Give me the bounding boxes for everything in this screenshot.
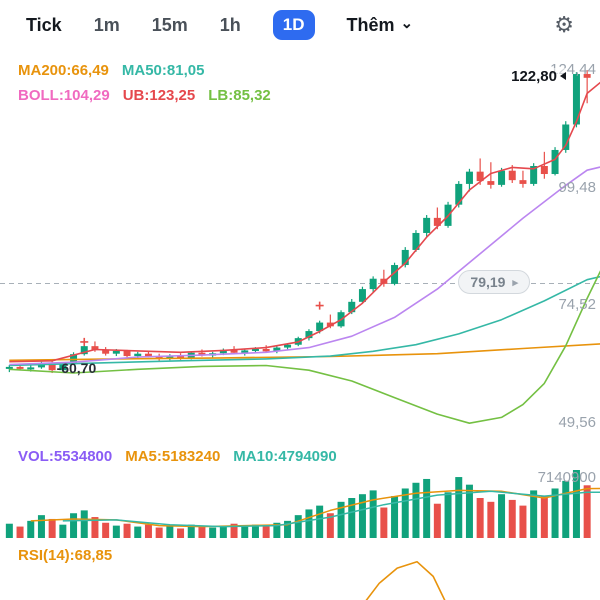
vol-ma10-value: MA10:4794090 (233, 448, 337, 465)
current-price-label: 122,80 (511, 67, 566, 85)
tab-1h[interactable]: 1h (219, 14, 241, 35)
lb-value: LB:85,32 (208, 87, 271, 104)
rsi-value: RSI(14):68,85 (18, 547, 113, 564)
axis-label-2: 74,52 (558, 296, 596, 314)
vol-ma5-value: MA5:5183240 (125, 448, 221, 465)
volume-indicator-row: VOL:5534800 MA5:5183240 MA10:4794090 (18, 448, 337, 465)
ma-indicator-row: MA200:66,49 MA50:81,05 (18, 62, 204, 79)
axis-label-3: 49,56 (558, 414, 596, 432)
ma50-value: MA50:81,05 (121, 62, 205, 79)
price-annotation: -60,70 (56, 359, 97, 376)
timeframe-toolbar: Tick 1m 15m 1h 1D Thêm ⌄ ⚙ (0, 0, 600, 48)
axis-label-1: 99,48 (558, 178, 596, 196)
vol-value: VOL:5534800 (18, 448, 113, 465)
ma200-value: MA200:66,49 (18, 62, 109, 79)
tab-tick[interactable]: Tick (26, 14, 62, 35)
price-pointer-icon (560, 72, 566, 81)
more-label: Thêm (346, 14, 395, 35)
rsi-indicator-row: RSI(14):68,85 (18, 547, 112, 564)
tab-1d[interactable]: 1D (272, 10, 315, 40)
ub-value: UB:123,25 (122, 87, 196, 104)
settings-gear-icon[interactable]: ⚙ (554, 12, 574, 37)
tab-15m[interactable]: 15m (151, 14, 188, 35)
tab-1m[interactable]: 1m (93, 14, 120, 35)
level-badge[interactable]: 79,19 ▸ (458, 270, 530, 295)
volume-peak-label: 7140900 (537, 469, 596, 486)
level-badge-text: 79,19 (470, 274, 506, 291)
chevron-down-icon: ⌄ (400, 15, 414, 32)
boll-indicator-row: BOLL:104,29 UB:123,25 LB:85,32 (18, 87, 271, 104)
current-price-text: 122,80 (511, 67, 557, 85)
arrow-right-icon: ▸ (512, 276, 518, 289)
boll-value: BOLL:104,29 (18, 87, 110, 104)
tab-more[interactable]: Thêm ⌄ (347, 15, 414, 36)
